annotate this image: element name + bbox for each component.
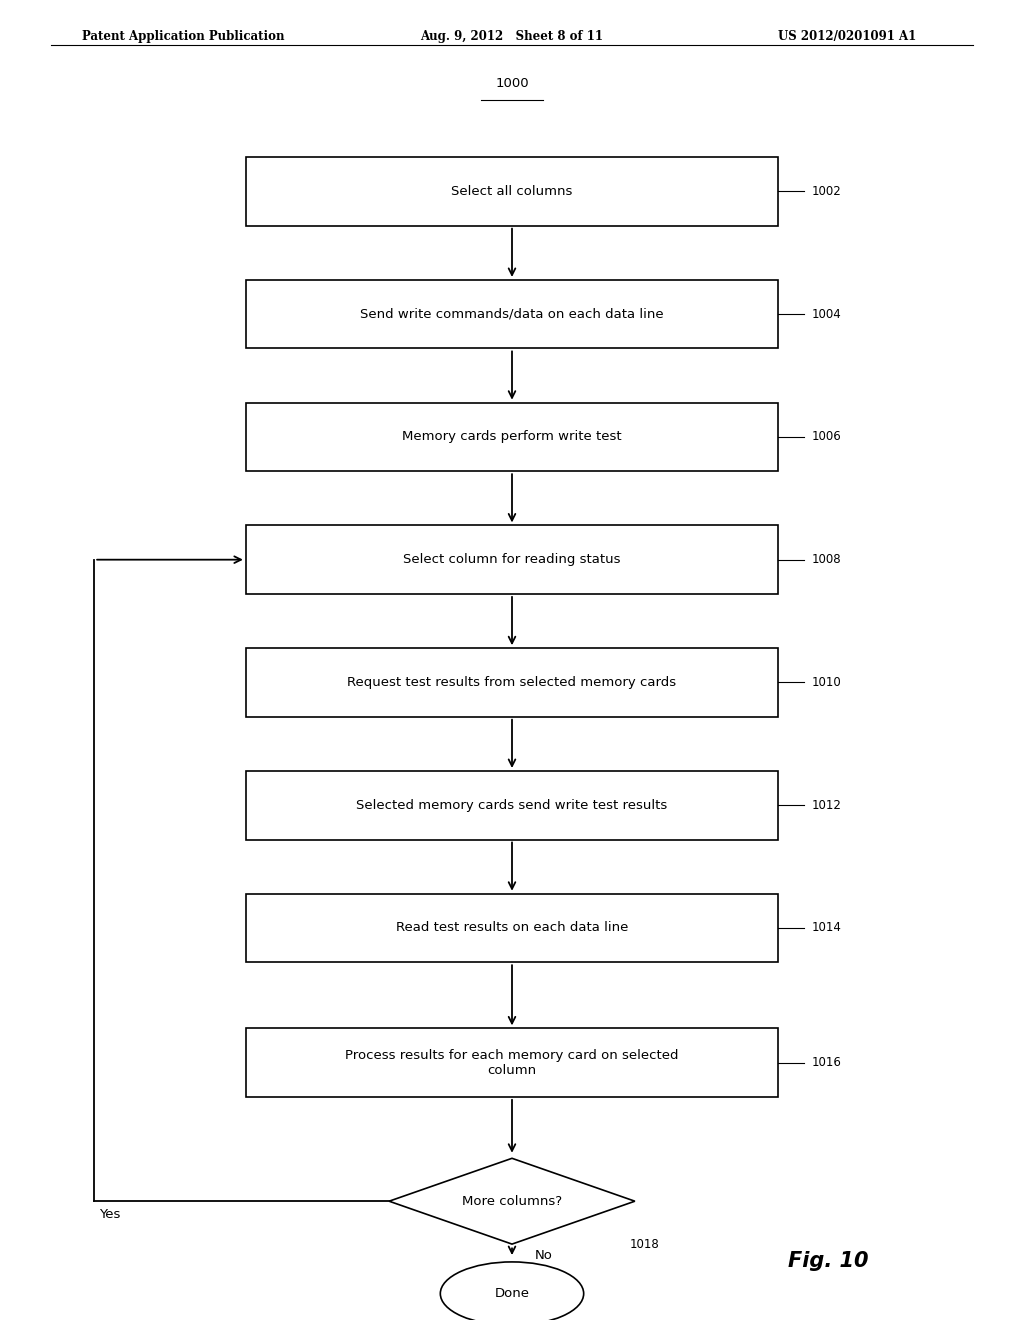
Text: Aug. 9, 2012   Sheet 8 of 11: Aug. 9, 2012 Sheet 8 of 11 bbox=[420, 30, 603, 44]
Text: 1014: 1014 bbox=[812, 921, 842, 935]
Text: US 2012/0201091 A1: US 2012/0201091 A1 bbox=[778, 30, 916, 44]
Text: Send write commands/data on each data line: Send write commands/data on each data li… bbox=[360, 308, 664, 321]
Text: 1006: 1006 bbox=[812, 430, 842, 444]
Text: Request test results from selected memory cards: Request test results from selected memor… bbox=[347, 676, 677, 689]
FancyBboxPatch shape bbox=[246, 280, 778, 348]
Text: Selected memory cards send write test results: Selected memory cards send write test re… bbox=[356, 799, 668, 812]
Text: 1002: 1002 bbox=[812, 185, 842, 198]
Text: Memory cards perform write test: Memory cards perform write test bbox=[402, 430, 622, 444]
Text: More columns?: More columns? bbox=[462, 1195, 562, 1208]
Text: 1000: 1000 bbox=[496, 77, 528, 90]
Text: Select column for reading status: Select column for reading status bbox=[403, 553, 621, 566]
Text: Process results for each memory card on selected
column: Process results for each memory card on … bbox=[345, 1048, 679, 1077]
Text: 1012: 1012 bbox=[812, 799, 842, 812]
Ellipse shape bbox=[440, 1262, 584, 1320]
FancyBboxPatch shape bbox=[246, 648, 778, 717]
Text: No: No bbox=[535, 1249, 552, 1262]
Text: Fig. 10: Fig. 10 bbox=[788, 1250, 869, 1271]
FancyBboxPatch shape bbox=[246, 894, 778, 962]
Text: 1008: 1008 bbox=[812, 553, 842, 566]
FancyBboxPatch shape bbox=[246, 771, 778, 840]
Text: Read test results on each data line: Read test results on each data line bbox=[396, 921, 628, 935]
Polygon shape bbox=[389, 1159, 635, 1243]
Text: 1004: 1004 bbox=[812, 308, 842, 321]
Text: 1018: 1018 bbox=[630, 1238, 659, 1250]
FancyBboxPatch shape bbox=[246, 1028, 778, 1097]
Text: Select all columns: Select all columns bbox=[452, 185, 572, 198]
FancyBboxPatch shape bbox=[246, 525, 778, 594]
Text: 1010: 1010 bbox=[812, 676, 842, 689]
FancyBboxPatch shape bbox=[246, 157, 778, 226]
Text: Yes: Yes bbox=[99, 1208, 121, 1221]
Text: Done: Done bbox=[495, 1287, 529, 1300]
Text: Patent Application Publication: Patent Application Publication bbox=[82, 30, 285, 44]
Text: 1016: 1016 bbox=[812, 1056, 842, 1069]
FancyBboxPatch shape bbox=[246, 403, 778, 471]
